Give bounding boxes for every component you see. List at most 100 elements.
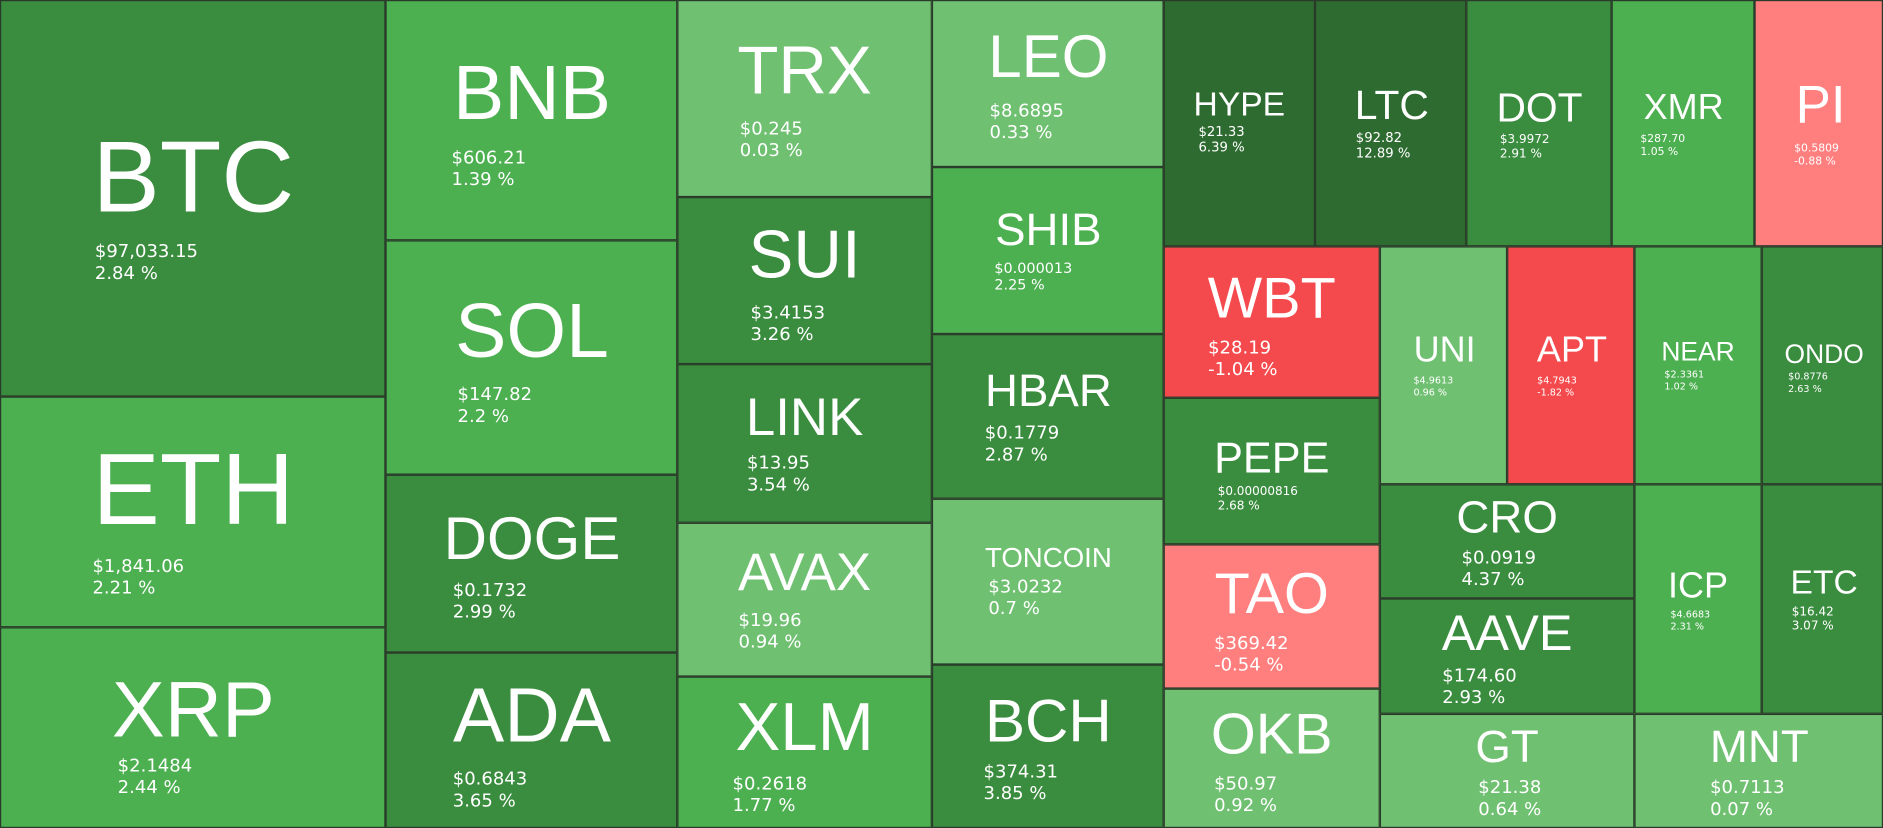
- tile-price: $0.0919: [1461, 546, 1536, 569]
- tile-symbol: BCH: [984, 687, 1112, 755]
- tile-change: -1.04 %: [1208, 358, 1278, 380]
- tile-change: 0.33 %: [989, 121, 1053, 144]
- tile-change: 3.54 %: [746, 473, 810, 496]
- tile-apt[interactable]: APT $4.7943 -1.82 %: [1507, 246, 1635, 485]
- tile-symbol: OKB: [1210, 703, 1333, 767]
- tile-xrp[interactable]: XRP $2.1484 2.44 %: [0, 627, 386, 828]
- tile-etc[interactable]: ETC $16.42 3.07 %: [1761, 484, 1883, 714]
- tile-symbol: HBAR: [984, 366, 1112, 418]
- tile-ltc[interactable]: LTC $92.82 12.89 %: [1314, 0, 1467, 247]
- tile-price: $0.1779: [984, 421, 1060, 444]
- tile-okb[interactable]: OKB $50.97 0.92 %: [1163, 688, 1380, 828]
- tile-tao[interactable]: TAO $369.42 -0.54 %: [1163, 544, 1380, 689]
- tile-hbar[interactable]: HBAR $0.1779 2.87 %: [931, 334, 1164, 499]
- tile-price: $2.1484: [117, 754, 193, 777]
- tile-change: 2.99 %: [452, 600, 516, 623]
- tile-shib[interactable]: SHIB $0.000013 2.25 %: [931, 167, 1164, 335]
- tile-change: 2.84 %: [94, 261, 158, 284]
- tile-change: 2.87 %: [984, 443, 1048, 466]
- tile-change: 2.93 %: [1442, 686, 1506, 708]
- tile-sol[interactable]: SOL $147.82 2.2 %: [385, 240, 678, 475]
- tile-pepe[interactable]: PEPE $0.00000816 2.68 %: [1163, 397, 1380, 545]
- tile-bnb[interactable]: BNB $606.21 1.39 %: [385, 0, 678, 241]
- tile-icp[interactable]: ICP $4.6683 2.31 %: [1634, 484, 1762, 714]
- tile-pi[interactable]: PI $0.5809 -0.88 %: [1754, 0, 1883, 247]
- tile-change: 2.68 %: [1217, 499, 1260, 514]
- tile-price: $0.7113: [1710, 776, 1785, 798]
- tile-price: $92.82: [1355, 129, 1403, 146]
- tile-symbol: ETH: [92, 432, 295, 546]
- tile-trx[interactable]: TRX $0.245 0.03 %: [677, 0, 932, 198]
- tile-symbol: UNI: [1413, 330, 1476, 371]
- tile-uni[interactable]: UNI $4.9613 0.96 %: [1379, 246, 1508, 485]
- tile-change: 6.39 %: [1198, 139, 1245, 156]
- tile-change: 0.96 %: [1413, 386, 1448, 398]
- tile-sui[interactable]: SUI $3.4153 3.26 %: [677, 197, 932, 365]
- tile-symbol: DOGE: [443, 504, 621, 573]
- tile-leo[interactable]: LEO $8.6895 0.33 %: [931, 0, 1164, 168]
- tile-change: 2.31 %: [1670, 621, 1705, 633]
- tile-price: $0.000013: [994, 259, 1073, 277]
- tile-doge[interactable]: DOGE $0.1732 2.99 %: [385, 474, 678, 653]
- tile-price: $369.42: [1214, 632, 1289, 654]
- tile-toncoin[interactable]: TONCOIN $3.0232 0.7 %: [931, 498, 1164, 665]
- tile-change: 0.7 %: [988, 597, 1040, 619]
- tile-price: $0.8776: [1788, 371, 1828, 383]
- tile-symbol: ONDO: [1784, 338, 1864, 369]
- tile-change: -1.82 %: [1537, 386, 1575, 398]
- tile-dot[interactable]: DOT $3.9972 2.91 %: [1466, 0, 1612, 247]
- tile-price: $4.7943: [1537, 374, 1577, 386]
- tile-price: $1,841.06: [92, 555, 185, 577]
- tile-price: $2.3361: [1664, 368, 1705, 380]
- tile-price: $0.6843: [452, 767, 528, 790]
- tile-price: $174.60: [1442, 664, 1517, 687]
- tile-change: 2.25 %: [994, 276, 1045, 294]
- tile-change: 3.65 %: [452, 789, 516, 812]
- tile-xlm[interactable]: XLM $0.2618 1.77 %: [677, 676, 932, 828]
- tile-symbol: SHIB: [995, 205, 1102, 256]
- tile-price: $0.2618: [732, 772, 808, 795]
- tile-symbol: ICP: [1668, 566, 1729, 606]
- tile-aave[interactable]: AAVE $174.60 2.93 %: [1379, 598, 1635, 714]
- tile-price: $97,033.15: [94, 240, 199, 262]
- tile-wbt[interactable]: WBT $28.19 -1.04 %: [1163, 246, 1380, 398]
- tile-hype[interactable]: HYPE $21.33 6.39 %: [1163, 0, 1315, 247]
- tile-symbol: MNT: [1709, 722, 1809, 773]
- tile-change: 2.91 %: [1499, 147, 1542, 162]
- tile-price: $3.4153: [750, 301, 826, 324]
- tile-ondo[interactable]: ONDO $0.8776 2.63 %: [1761, 246, 1883, 485]
- tile-price: $28.19: [1208, 336, 1272, 359]
- tile-near[interactable]: NEAR $2.3361 1.02 %: [1634, 246, 1762, 485]
- tile-change: 2.63 %: [1788, 383, 1822, 395]
- tile-symbol: AVAX: [738, 543, 872, 603]
- tile-cro[interactable]: CRO $0.0919 4.37 %: [1379, 484, 1635, 599]
- tile-bch[interactable]: BCH $374.31 3.85 %: [931, 664, 1164, 828]
- tile-symbol: WBT: [1207, 266, 1336, 331]
- tile-btc[interactable]: BTC $97,033.15 2.84 %: [0, 0, 386, 397]
- tile-symbol: LINK: [745, 388, 864, 448]
- tile-avax[interactable]: AVAX $19.96 0.94 %: [677, 522, 932, 677]
- tile-link[interactable]: LINK $13.95 3.54 %: [677, 364, 932, 523]
- tile-xmr[interactable]: XMR $287.70 1.05 %: [1611, 0, 1755, 247]
- tile-symbol: BTC: [92, 120, 295, 234]
- tile-symbol: LEO: [988, 22, 1109, 91]
- tile-symbol: TRX: [737, 32, 872, 109]
- tile-symbol: XMR: [1643, 87, 1724, 128]
- tile-price: $4.6683: [1670, 609, 1711, 621]
- tile-change: 2.44 %: [117, 776, 181, 798]
- tile-price: $374.31: [983, 760, 1059, 783]
- tile-gt[interactable]: GT $21.38 0.64 %: [1379, 713, 1635, 828]
- tile-price: $3.9972: [1499, 133, 1550, 147]
- tile-mnt[interactable]: MNT $0.7113 0.07 %: [1634, 713, 1883, 828]
- tile-change: -0.88 %: [1794, 156, 1836, 169]
- tile-price: $19.96: [738, 609, 802, 631]
- tile-eth[interactable]: ETH $1,841.06 2.21 %: [0, 396, 386, 628]
- tile-price: $0.5809: [1794, 143, 1839, 156]
- tile-price: $0.00000816: [1217, 485, 1298, 499]
- tile-change: 1.05 %: [1640, 146, 1679, 159]
- tile-price: $0.245: [739, 117, 803, 140]
- tile-ada[interactable]: ADA $0.6843 3.65 %: [385, 652, 678, 828]
- tile-change: 0.94 %: [738, 630, 802, 653]
- tile-symbol: BNB: [452, 49, 612, 136]
